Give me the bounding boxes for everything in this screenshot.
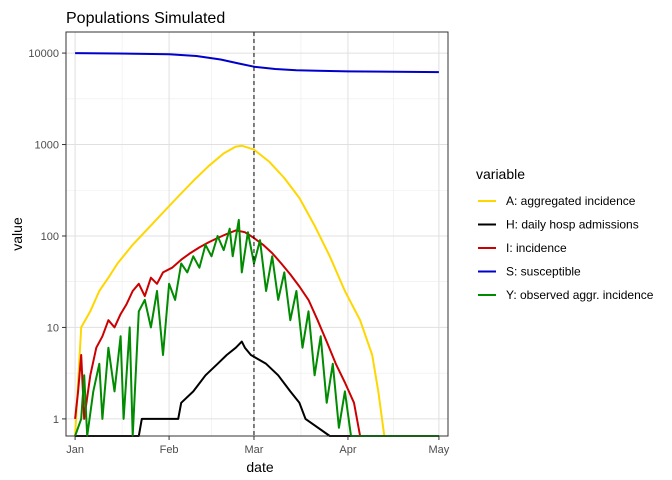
legend-label-h: H: daily hosp admissions [506,218,639,232]
plot-panel-border [65,31,449,437]
legend-label-s: S: susceptible [506,265,581,279]
x-axis-ticks: Jan Feb Mar Apr May [66,436,450,456]
y-tick-label: 10000 [28,48,59,60]
legend-title: variable [476,166,525,182]
chart-title: Populations Simulated [66,10,225,27]
legend: variable A: aggregated incidence H: daily… [476,166,654,302]
y-tick-label: 1 [53,414,59,426]
y-axis-ticks: 1 10 100 1000 10000 [28,48,66,426]
legend-label-a: A: aggregated incidence [506,194,636,208]
legend-label-i: I: incidence [506,241,567,255]
x-tick-label: Feb [160,444,179,456]
series-line-a [74,144,386,437]
x-axis-label: date [246,459,273,475]
y-axis-label: value [9,217,25,251]
series-lines [74,52,439,437]
x-tick-label: Jan [66,444,84,456]
series-line-y [74,218,439,437]
series-line-i [74,229,362,437]
series-line-s [75,52,439,74]
x-tick-label: Apr [339,444,356,456]
y-tick-label: 1000 [35,140,59,152]
legend-label-y: Y: observed aggr. incidence [506,288,654,302]
series-line-h [75,340,439,437]
x-tick-label: Mar [244,444,263,456]
x-tick-label: May [429,444,450,456]
y-tick-label: 100 [41,231,59,243]
y-tick-label: 10 [47,322,59,334]
